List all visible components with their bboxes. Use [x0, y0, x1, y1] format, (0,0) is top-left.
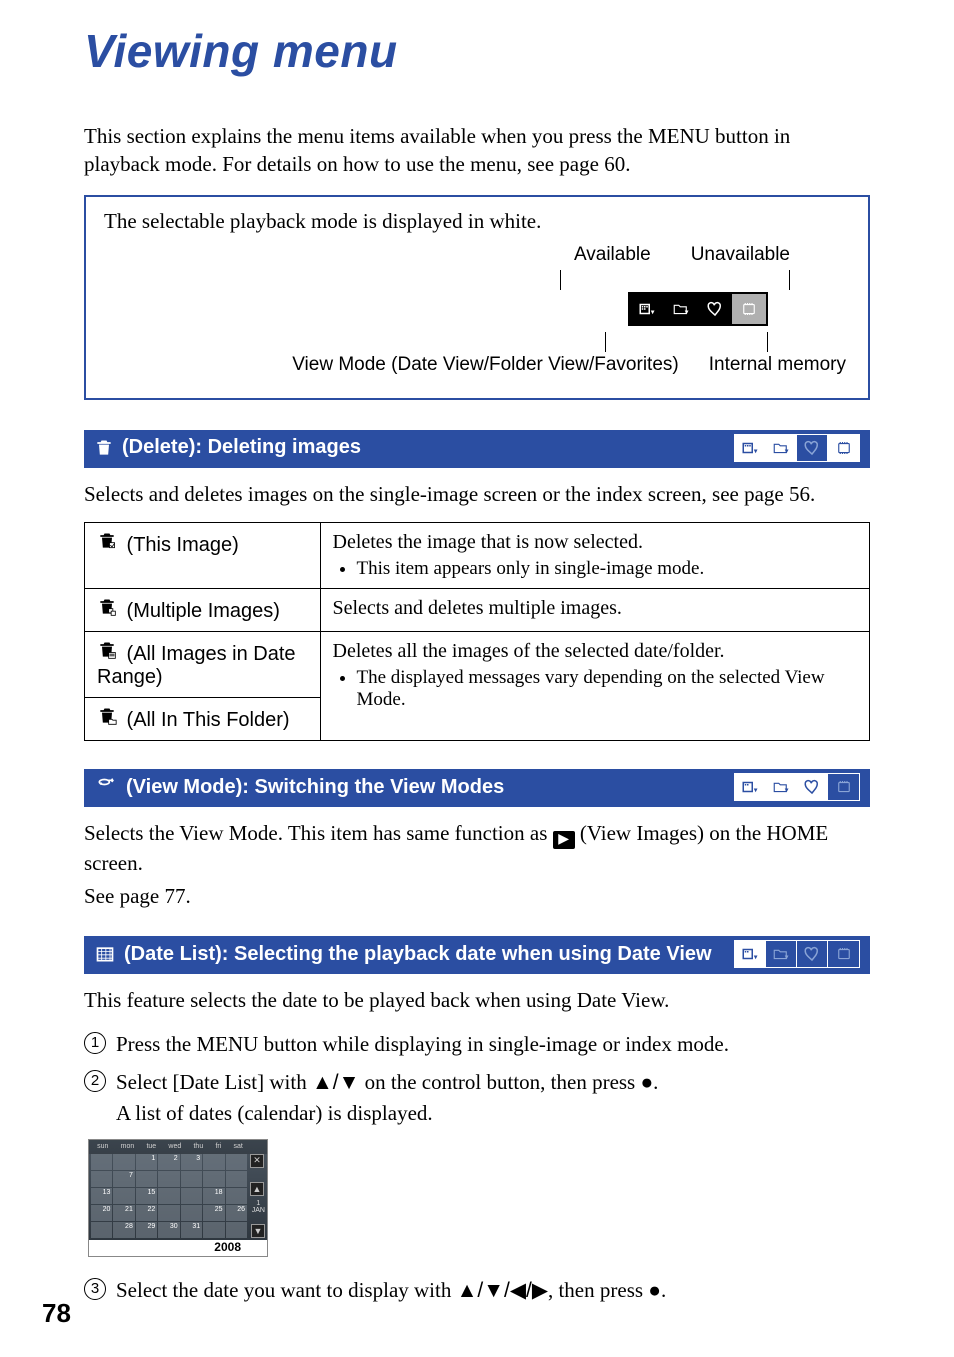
label-viewmode: View Mode (Date View/Folder View/Favorit… [292, 354, 679, 376]
table-row: (This Image) Deletes the image that is n… [85, 523, 870, 589]
internal-memory-icon [732, 294, 766, 324]
mode-icon-strip [628, 292, 768, 326]
delete-bar-icons [734, 434, 860, 462]
table-row: (All Images in Date Range) Deletes all t… [85, 632, 870, 698]
opt-multiple-images: (Multiple Images) [121, 600, 280, 622]
folder-view-icon [766, 774, 797, 800]
date-view-icon [630, 294, 664, 324]
viewmode-section-bar: (View Mode): Switching the View Modes [84, 769, 870, 807]
datelist-section-bar: (Date List): Selecting the playback date… [84, 936, 870, 974]
date-view-icon [735, 941, 766, 967]
internal-memory-icon [828, 774, 859, 800]
opt-all-note: The displayed messages vary depending on… [357, 667, 858, 711]
date-view-icon [735, 774, 766, 800]
calendar-close-icon: ✕ [250, 1154, 264, 1168]
opt-all-desc: Deletes all the images of the selected d… [333, 640, 858, 663]
date-view-icon [735, 435, 766, 461]
calendar-down-icon: ▼ [251, 1224, 265, 1238]
mode-availability-box: The selectable playback mode is displaye… [84, 195, 870, 400]
step-2: 2 Select [Date List] with ▲/▼ on the con… [84, 1067, 870, 1129]
datelist-bar-title: (Date List): Selecting the playback date… [124, 943, 712, 966]
folder-view-icon [766, 435, 797, 461]
trash-icon [94, 438, 114, 458]
viewmode-bar-title: (View Mode): Switching the View Modes [126, 776, 504, 799]
label-internal-memory: Internal memory [709, 354, 846, 376]
step-number-3: 3 [84, 1278, 106, 1300]
step-number-1: 1 [84, 1032, 106, 1054]
opt-all-in-date: (All Images in Date Range) [97, 643, 296, 688]
table-row: (Multiple Images) Selects and deletes mu… [85, 589, 870, 632]
step-number-2: 2 [84, 1070, 106, 1092]
delete-section-bar: (Delete): Deleting images [84, 430, 870, 468]
opt-this-image-note: This item appears only in single-image m… [357, 558, 858, 580]
folder-view-icon [766, 941, 797, 967]
step-3: 3 Select the date you want to display wi… [84, 1275, 870, 1306]
label-unavailable: Unavailable [691, 244, 790, 266]
opt-all-in-folder: (All In This Folder) [121, 709, 290, 731]
internal-memory-icon [828, 941, 859, 967]
box-caption: The selectable playback mode is displaye… [104, 209, 850, 234]
favorites-icon [797, 435, 828, 461]
viewmode-bar-icons [734, 773, 860, 801]
opt-this-image: (This Image) [121, 534, 239, 556]
date-list-icon [94, 944, 116, 964]
calendar-year: 2008 [210, 1240, 245, 1254]
favorites-icon [797, 774, 828, 800]
delete-bar-title: (Delete): Deleting images [122, 436, 361, 459]
internal-memory-icon [828, 435, 859, 461]
viewmode-see-page: See page 77. [84, 882, 870, 910]
opt-multiple-images-desc: Selects and deletes multiple images. [320, 589, 870, 632]
calendar-up-icon: ▲ [250, 1182, 264, 1196]
intro-paragraph: This section explains the menu items ava… [84, 122, 870, 179]
favorites-icon [797, 941, 828, 967]
delete-options-table: (This Image) Deletes the image that is n… [84, 522, 870, 741]
datelist-bar-icons [734, 940, 860, 968]
viewmode-description: Selects the View Mode. This item has sam… [84, 819, 870, 878]
opt-this-image-desc: Deletes the image that is now selected. [333, 531, 858, 554]
label-available: Available [574, 244, 651, 266]
play-icon: ▶ [553, 831, 575, 849]
page-title: Viewing menu [84, 24, 870, 78]
page-number: 78 [42, 1298, 71, 1329]
favorites-icon [698, 294, 732, 324]
datelist-intro: This feature selects the date to be play… [84, 986, 870, 1014]
delete-description: Selects and deletes images on the single… [84, 480, 870, 508]
view-mode-icon [94, 777, 118, 797]
folder-view-icon [664, 294, 698, 324]
step-1: 1 Press the MENU button while displaying… [84, 1029, 870, 1059]
calendar-thumbnail: sunmontuewedthufrisat 123 7 131518 20212… [88, 1139, 268, 1257]
